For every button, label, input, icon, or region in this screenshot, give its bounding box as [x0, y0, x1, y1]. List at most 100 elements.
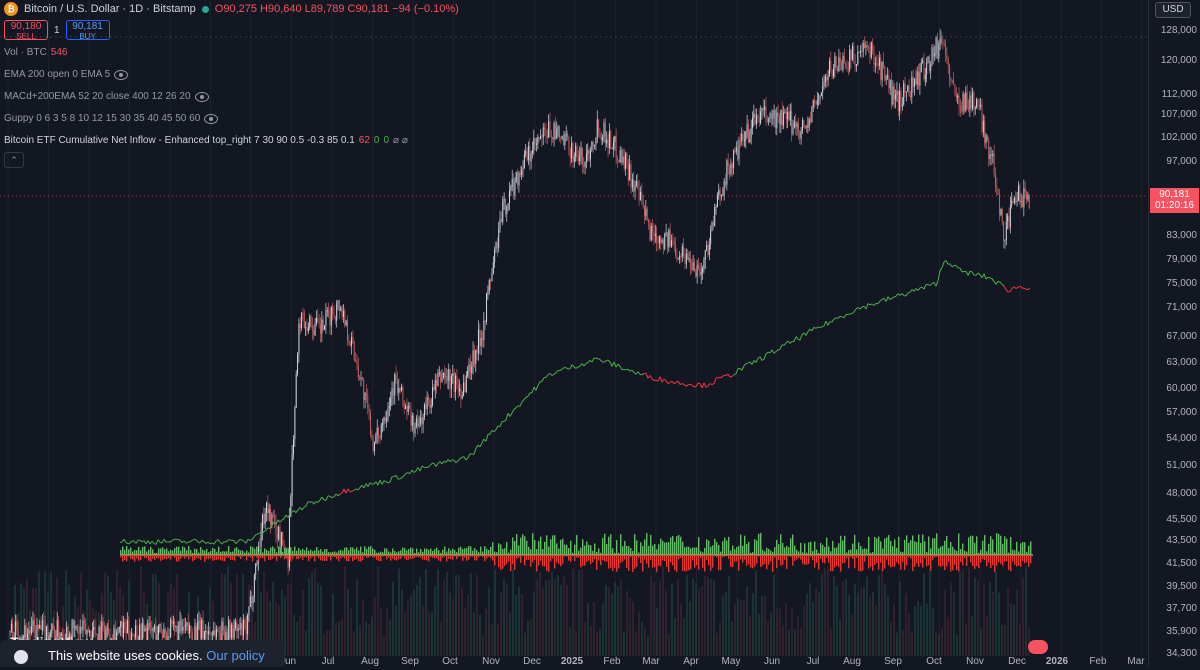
etf-inflow-line: [414, 471, 416, 473]
volume-bar: [332, 594, 334, 656]
candle-body: [371, 435, 372, 438]
volume-bar: [992, 592, 994, 656]
histogram-bar-negative: [592, 555, 593, 562]
candle-body: [529, 146, 530, 162]
candle-body: [482, 338, 483, 340]
candle-body: [699, 267, 700, 275]
time-tick-label: Aug: [361, 656, 379, 667]
histogram-bar-negative: [950, 555, 951, 571]
histogram-bar-negative: [748, 555, 749, 564]
candle-body: [633, 179, 634, 191]
volume-bar: [485, 608, 487, 656]
candle-body: [246, 624, 247, 634]
collapse-legend-button[interactable]: ⌃: [4, 152, 24, 168]
volume-bar: [437, 569, 439, 656]
etf-inflow-line: [336, 494, 338, 496]
histogram-bar-negative: [782, 555, 783, 565]
indicator-volume[interactable]: Vol · BTC 546: [4, 42, 459, 64]
candle-body: [419, 423, 420, 426]
candle-body: [1018, 186, 1019, 201]
etf-inflow-line: [352, 490, 354, 491]
scroll-to-realtime-button[interactable]: [1028, 640, 1048, 654]
candle-body: [34, 620, 35, 629]
candle-body: [302, 312, 303, 313]
candle-body: [321, 319, 322, 333]
volume-bar: [377, 566, 379, 656]
sell-button[interactable]: 90,180 SELL: [4, 20, 48, 40]
symbol-row[interactable]: ₿ Bitcoin / U.S. Dollar · 1D · Bitstamp …: [4, 2, 459, 16]
candle-body: [413, 416, 414, 434]
etf-inflow-line: [178, 540, 180, 541]
candle-body: [695, 272, 696, 277]
indicator-etf-inflow[interactable]: Bitcoin ETF Cumulative Net Inflow - Enha…: [4, 130, 459, 152]
histogram-bar-positive: [966, 552, 967, 555]
indicator-ema[interactable]: EMA 200 open 0 EMA 5: [4, 64, 459, 86]
candle-body: [668, 230, 669, 247]
histogram-bar-positive: [342, 551, 343, 555]
histogram-bar-positive: [718, 545, 719, 555]
histogram-bar-positive: [488, 550, 489, 555]
symbol-title[interactable]: Bitcoin / U.S. Dollar · 1D · Bitstamp: [24, 3, 196, 15]
histogram-bar-positive: [812, 551, 813, 555]
volume-bar: [842, 582, 844, 656]
indicator-guppy[interactable]: Guppy 0 6 3 5 8 10 12 15 30 35 40 45 50 …: [4, 108, 459, 130]
candle-body: [678, 259, 679, 260]
volume-bar: [530, 618, 532, 656]
histogram-bar-negative: [812, 555, 813, 560]
histogram-bar-positive: [410, 548, 411, 555]
histogram-bar-negative: [808, 555, 809, 564]
histogram-bar-negative: [464, 555, 465, 558]
eye-hidden-icon[interactable]: [204, 114, 218, 124]
etf-inflow-line: [382, 481, 384, 485]
buy-button[interactable]: 90,181 BUY: [66, 20, 110, 40]
histogram-bar-positive: [492, 542, 493, 555]
candle-body: [963, 94, 964, 112]
histogram-bar-negative: [886, 555, 887, 560]
histogram-bar-positive: [386, 549, 387, 555]
histogram-bar-positive: [622, 546, 623, 555]
volume-bar: [518, 587, 520, 656]
histogram-bar-positive: [472, 551, 473, 555]
candle-body: [209, 631, 210, 632]
histogram-bar-positive: [170, 550, 171, 555]
candle-body: [456, 376, 457, 385]
candle-body: [620, 150, 621, 162]
histogram-bar-negative: [120, 555, 121, 557]
histogram-bar-positive: [408, 549, 409, 555]
histogram-bar-positive: [796, 550, 797, 555]
candle-body: [636, 181, 637, 185]
candle-body: [431, 405, 432, 407]
indicator-macd[interactable]: MACd+200EMA 52 20 close 400 12 26 20: [4, 86, 459, 108]
cookie-policy-link[interactable]: Our policy: [206, 648, 265, 663]
histogram-bar-positive: [816, 550, 817, 555]
candle-body: [687, 254, 688, 260]
currency-selector[interactable]: USD: [1155, 2, 1191, 18]
histogram-bar-positive: [808, 542, 809, 555]
volume-bar: [938, 634, 940, 656]
histogram-bar-negative: [908, 555, 909, 557]
candle-body: [679, 256, 680, 259]
histogram-bar-positive: [292, 551, 293, 555]
etf-inflow-line: [666, 381, 668, 384]
candle-body: [126, 628, 127, 633]
histogram-bar-negative: [140, 555, 141, 560]
histogram-bar-positive: [224, 551, 225, 555]
etf-inflow-line: [126, 542, 128, 543]
candle-body: [950, 78, 951, 81]
histogram-bar-positive: [402, 547, 403, 555]
etf-inflow-line: [826, 321, 828, 325]
eye-hidden-icon[interactable]: [114, 70, 128, 80]
eye-hidden-icon[interactable]: [195, 92, 209, 102]
etf-inflow-line: [424, 467, 426, 468]
candle-body: [541, 136, 542, 137]
histogram-bar-positive: [266, 550, 267, 555]
volume-bar: [509, 613, 511, 656]
histogram-bar-positive: [986, 551, 987, 555]
candle-body: [474, 351, 475, 364]
candle-body: [204, 631, 205, 639]
etf-inflow-line: [956, 265, 958, 268]
histogram-bar-negative: [334, 555, 335, 557]
histogram-bar-negative: [944, 555, 945, 570]
candle-body: [795, 122, 796, 127]
